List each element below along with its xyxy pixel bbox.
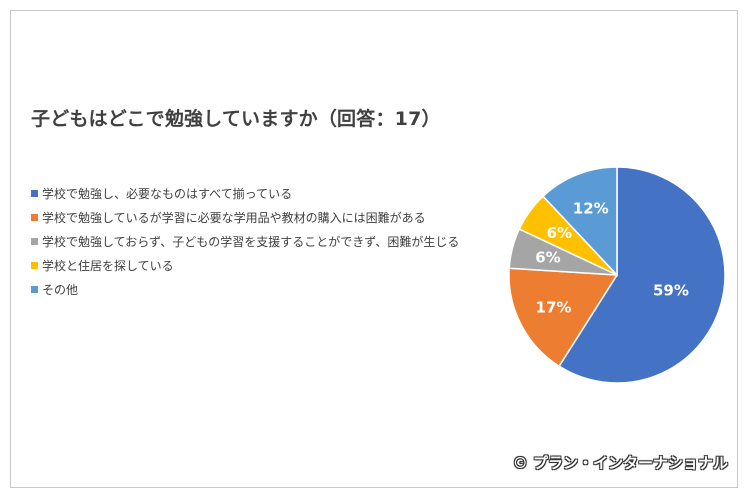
legend: 学校で勉強し、必要なものはすべて揃っている 学校で勉強しているが学習に必要な学用…	[31, 181, 459, 301]
legend-swatch	[31, 189, 38, 197]
pie-slice	[558, 166, 726, 384]
legend-swatch	[31, 285, 38, 293]
legend-swatch	[31, 261, 38, 269]
copyright-credit: © プラン・インターナショナル	[512, 454, 728, 472]
legend-label: その他	[42, 282, 79, 297]
legend-item: 学校で勉強しておらず、子どもの学習を支援することができず、困難が生じる	[31, 229, 459, 253]
slice-data-label: 17%	[536, 298, 572, 316]
slice-data-label: 59%	[653, 282, 689, 300]
slice-data-label: 12%	[573, 200, 609, 218]
slice-data-label: 6%	[547, 224, 572, 242]
legend-item: 学校と住居を探している	[31, 253, 459, 277]
legend-swatch	[31, 213, 38, 221]
legend-label: 学校で勉強し、必要なものはすべて揃っている	[42, 186, 293, 201]
slice-data-label: 6%	[535, 248, 560, 266]
chart-title: 子どもはどこで勉強していますか（回答：17）	[31, 108, 441, 130]
legend-swatch	[31, 237, 38, 245]
pie-slice	[542, 166, 618, 277]
legend-label: 学校で勉強しておらず、子どもの学習を支援することができず、困難が生じる	[42, 234, 460, 249]
legend-item: 学校で勉強し、必要なものはすべて揃っている	[31, 181, 459, 205]
legend-item: 学校で勉強しているが学習に必要な学用品や教材の購入には困難がある	[31, 205, 459, 229]
legend-label: 学校で勉強しているが学習に必要な学用品や教材の購入には困難がある	[42, 210, 426, 225]
pie-slice	[508, 267, 619, 368]
legend-label: 学校と住居を探している	[42, 258, 174, 273]
legend-item: その他	[31, 277, 459, 301]
